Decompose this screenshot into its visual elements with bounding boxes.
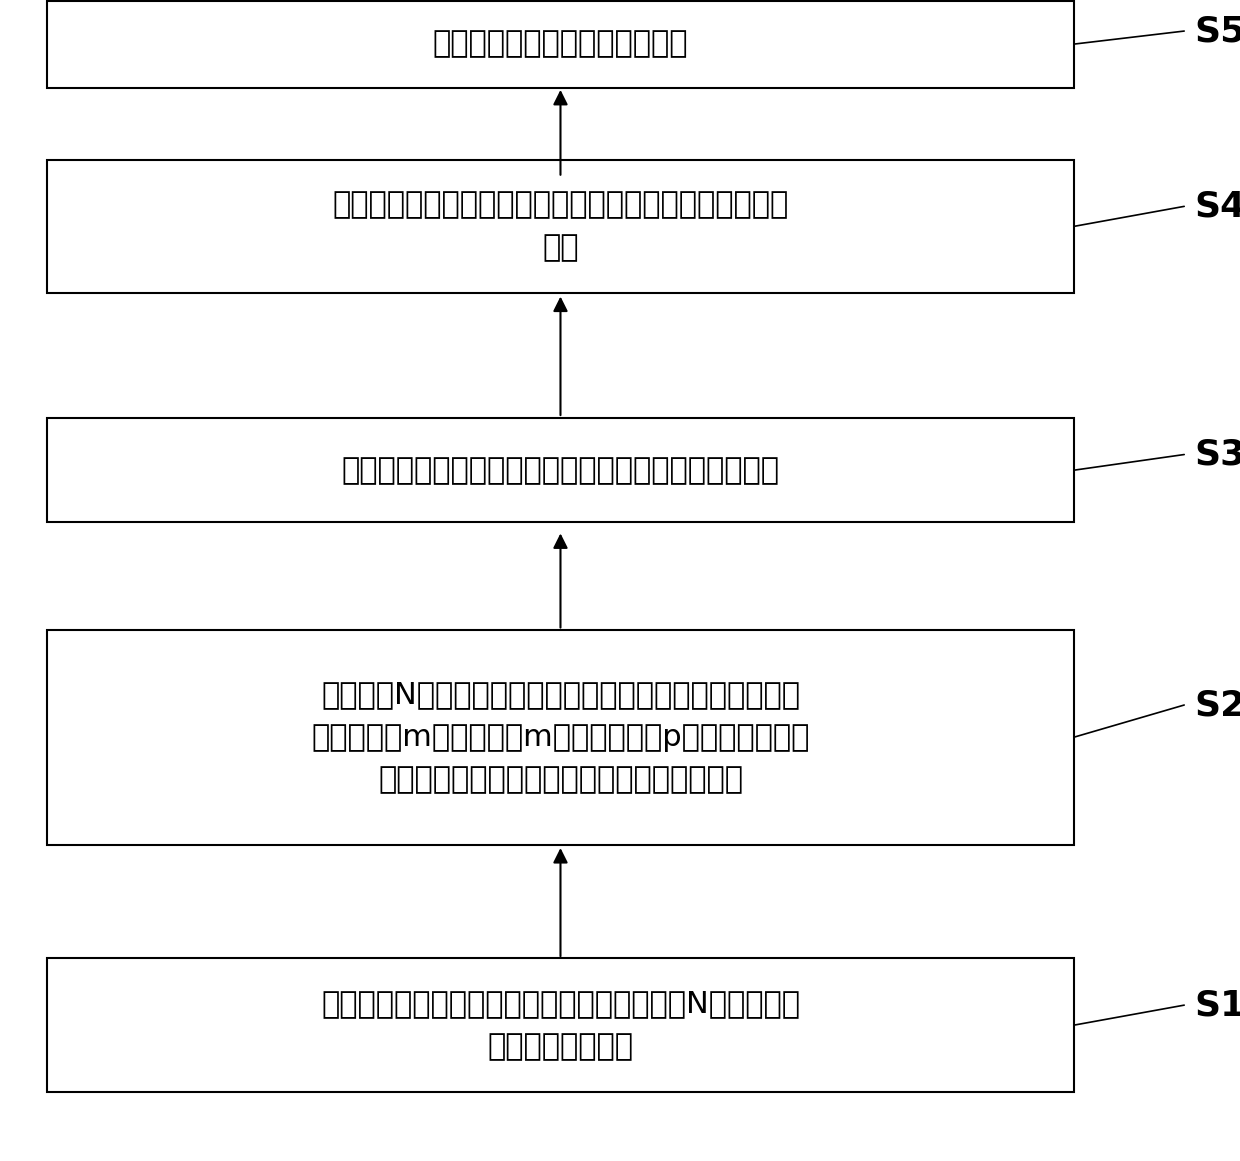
Bar [47,629,1074,845]
Bar [47,160,1074,294]
Bar [47,0,1074,87]
Text: 将该信息帧中最后一个光脉冲后的所有空时隙全部删除: 将该信息帧中最后一个光脉冲后的所有空时隙全部删除 [341,456,780,484]
Text: 按照调制好的信号序列发送数据: 按照调制好的信号序列发送数据 [433,30,688,58]
Text: 将最后一个光脉冲后的下一个时隙作为下一个信息帧的起
始位: 将最后一个光脉冲后的下一个时隙作为下一个信息帧的起 始位 [332,190,789,262]
Text: 将每一组N位二进制数据调制到一个信息帧内；其中，该信
息帧内包含m个时隙，该m个时隙中包含p个光脉冲，且每
个光脉冲的持续时间与所在时隙持续时间相同: 将每一组N位二进制数据调制到一个信息帧内；其中，该信 息帧内包含m个时隙，该m个… [311,680,810,794]
Bar [47,958,1074,1091]
Text: 将数据接收到编码器电路中，并将数据细分成N位二进制数
据的组的有序序列: 将数据接收到编码器电路中，并将数据细分成N位二进制数 据的组的有序序列 [321,989,800,1061]
Text: S2: S2 [1194,688,1240,722]
Text: S3: S3 [1194,438,1240,471]
Text: S1: S1 [1194,988,1240,1022]
Bar [47,418,1074,522]
Text: S4: S4 [1194,189,1240,223]
Text: S5: S5 [1194,14,1240,48]
